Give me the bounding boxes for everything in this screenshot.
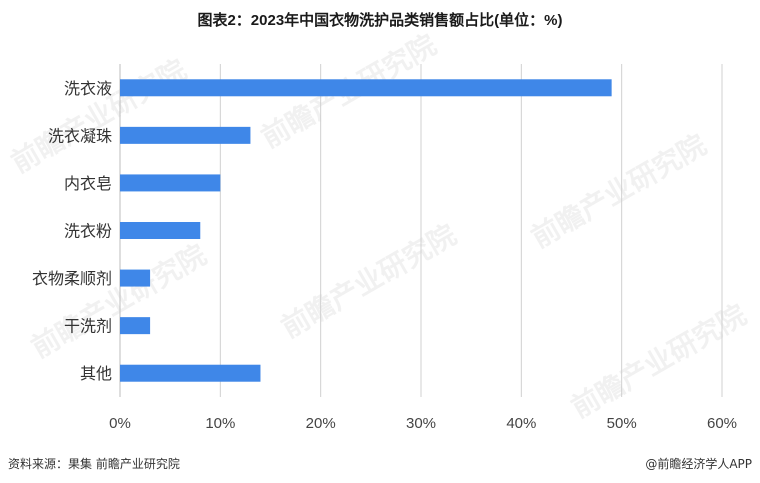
category-label: 干洗剂 [64,317,112,336]
bar-4 [120,269,151,287]
category-label: 洗衣凝珠 [48,126,112,145]
x-tick-label: 0% [109,415,131,432]
bar-0 [120,79,612,97]
bar-5 [120,317,151,335]
category-label: 洗衣液 [64,79,112,98]
category-label: 衣物柔顺剂 [32,269,112,288]
brand-note: @前瞻经济学人APP [645,457,752,471]
category-label: 洗衣粉 [64,222,112,241]
x-tick-label: 10% [205,415,235,432]
x-tick-label: 30% [406,415,436,432]
category-label: 其他 [80,364,112,383]
source-note: 资料来源：果集 前瞻产业研究院 [8,457,180,471]
x-tick-label: 60% [707,415,737,432]
bar-6 [120,364,261,382]
category-label: 内衣皂 [64,174,112,193]
chart-title: 图表2：2023年中国衣物洗护品类销售额占比(单位：%) [197,12,563,29]
bar-1 [120,126,251,144]
x-tick-label: 20% [306,415,336,432]
bar-3 [120,222,201,239]
bar-2 [120,174,221,192]
x-tick-label: 40% [506,415,536,432]
x-tick-label: 50% [607,415,637,432]
